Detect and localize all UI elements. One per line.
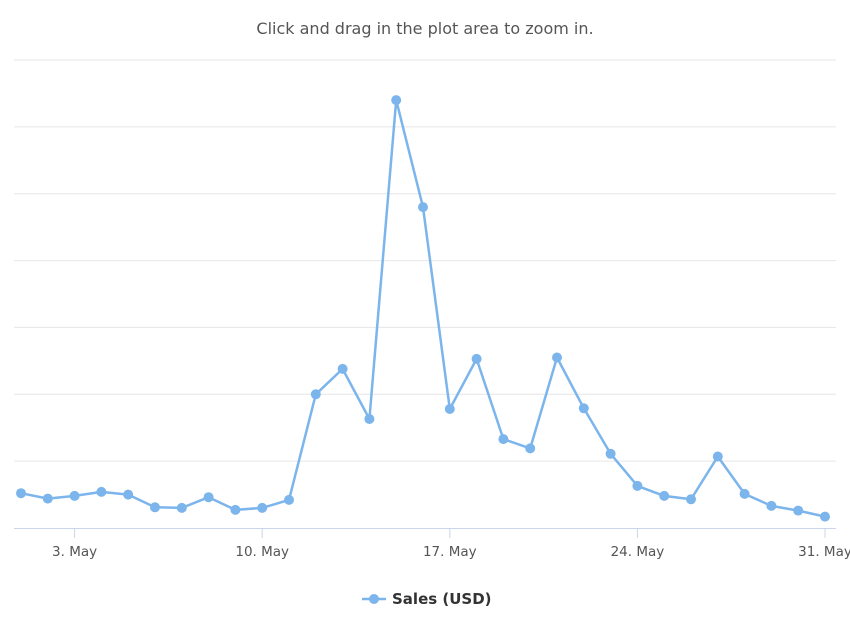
gridlines xyxy=(14,59,836,462)
data-point[interactable] xyxy=(471,353,482,364)
data-point[interactable] xyxy=(632,480,643,491)
data-point[interactable] xyxy=(337,363,348,374)
data-point[interactable] xyxy=(578,403,589,414)
data-point[interactable] xyxy=(310,389,321,400)
x-tick-label: 17. May xyxy=(423,544,477,560)
data-point[interactable] xyxy=(257,502,268,513)
data-point[interactable] xyxy=(42,493,53,504)
legend-series-marker xyxy=(369,594,379,604)
series-line xyxy=(19,98,827,518)
data-point[interactable] xyxy=(712,451,723,462)
data-point[interactable] xyxy=(525,443,536,454)
x-axis: 3. May 10. May 17. May 24. May 31. May xyxy=(14,528,850,560)
data-point[interactable] xyxy=(605,448,616,459)
data-point[interactable] xyxy=(150,502,160,513)
data-point[interactable] xyxy=(391,95,402,106)
data-point[interactable] xyxy=(686,494,696,505)
data-point[interactable] xyxy=(284,494,294,505)
legend[interactable]: Sales (USD) xyxy=(362,590,492,608)
data-point[interactable] xyxy=(739,488,750,499)
legend-series-label[interactable]: Sales (USD) xyxy=(392,590,492,608)
x-tick-label: 24. May xyxy=(611,544,665,560)
data-point[interactable] xyxy=(123,489,134,500)
data-point[interactable] xyxy=(820,511,830,522)
data-point[interactable] xyxy=(766,500,777,511)
data-point[interactable] xyxy=(176,502,187,513)
data-point[interactable] xyxy=(498,434,509,445)
data-point[interactable] xyxy=(364,414,375,424)
data-point[interactable] xyxy=(230,504,241,515)
x-tick-label: 3. May xyxy=(52,544,97,560)
data-point[interactable] xyxy=(203,492,214,503)
data-point[interactable] xyxy=(16,488,26,499)
series-layer xyxy=(16,95,830,522)
x-tick-label: 31. May xyxy=(798,544,850,560)
x-tick-label: 10. May xyxy=(235,544,289,560)
data-point[interactable] xyxy=(793,505,804,516)
data-point[interactable] xyxy=(96,486,107,497)
data-point[interactable] xyxy=(444,404,455,414)
data-point[interactable] xyxy=(552,352,562,363)
data-point[interactable] xyxy=(69,490,80,501)
chart-subtitle: Click and drag in the plot area to zoom … xyxy=(256,19,593,38)
data-point[interactable] xyxy=(418,202,428,213)
data-point[interactable] xyxy=(659,490,670,501)
